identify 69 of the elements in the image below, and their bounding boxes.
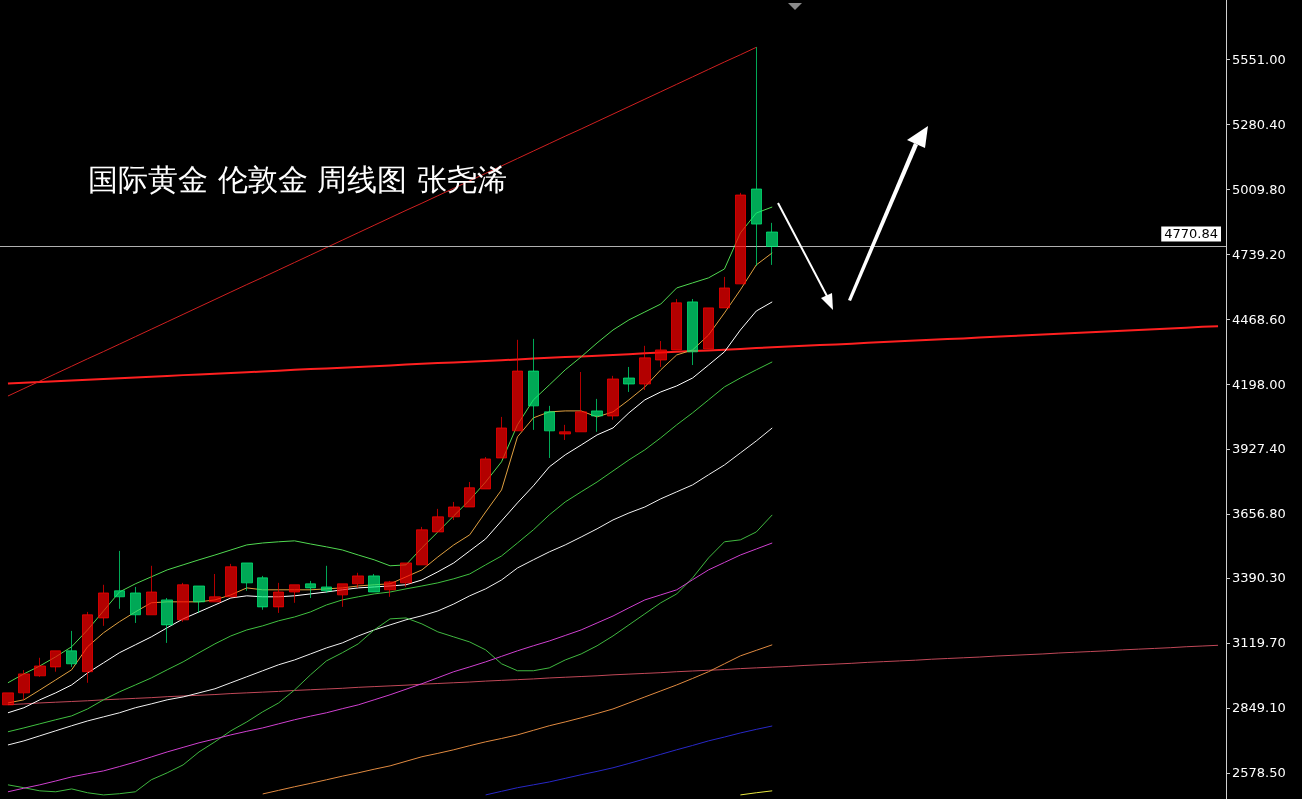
candlestick [161, 597, 173, 644]
candlestick [146, 565, 157, 616]
candlestick [575, 371, 587, 433]
candlestick [687, 298, 698, 366]
candlestick [225, 563, 237, 598]
candlestick [735, 192, 746, 285]
candlestick [50, 650, 61, 673]
candlestick [130, 586, 141, 624]
y-tick-label: 3390.30 [1232, 570, 1286, 586]
y-tick-label: 4468.60 [1232, 311, 1286, 327]
y-tick-label: 4198.00 [1232, 376, 1286, 392]
candlestick [34, 657, 46, 678]
line-series [485, 725, 773, 796]
candlestick [671, 298, 682, 351]
candlestick [257, 575, 268, 611]
y-tick-label: 3656.80 [1232, 506, 1286, 522]
candlestick [766, 222, 778, 266]
candlestick [464, 481, 475, 508]
candlestick [114, 550, 125, 610]
y-tick-label: 2578.50 [1232, 765, 1286, 781]
candlestick [289, 584, 300, 604]
candlestick [2, 692, 14, 706]
candlestick [703, 307, 714, 350]
line-series [7, 46, 757, 397]
y-tick-label: 5551.00 [1232, 51, 1286, 67]
candlestick [591, 398, 603, 433]
candlestick [98, 584, 109, 627]
candlestick [18, 669, 30, 701]
candlestick [305, 580, 316, 599]
candlestick [719, 276, 730, 309]
candlestick [559, 424, 571, 441]
line-series [7, 427, 773, 746]
candlestick [209, 573, 221, 603]
y-tick-label: 5280.40 [1232, 116, 1286, 132]
candlestick [177, 582, 189, 623]
candlestick [416, 526, 428, 566]
candlestick [321, 565, 332, 594]
line-series [6, 325, 1220, 385]
candlestick [241, 562, 253, 592]
text: 国际黄金 伦敦金 周线图 张尧浠 [88, 161, 507, 197]
line-series [262, 644, 773, 795]
candlestick [448, 501, 460, 521]
candlestick [273, 582, 284, 614]
candlestick [368, 573, 380, 593]
candlestick [352, 572, 364, 589]
candlestick [66, 630, 77, 668]
y-tick-label: 3927.40 [1232, 441, 1286, 457]
ref-line-label: 4770.84 [1164, 226, 1218, 242]
y-tick-label: 4739.20 [1232, 246, 1286, 262]
y-tick-label: 3119.70 [1232, 635, 1286, 651]
candlestick [496, 416, 507, 459]
candlestick [655, 340, 667, 368]
candlestick [82, 611, 93, 684]
candlestick [751, 46, 762, 267]
candlestick [623, 366, 635, 393]
y-tick-label: 5009.80 [1232, 181, 1286, 197]
candlestick [512, 339, 523, 432]
candlestick [639, 345, 651, 391]
candlestick [400, 562, 412, 588]
candlestick [193, 585, 205, 614]
candlestick [337, 583, 348, 608]
candlestick [528, 338, 539, 431]
candlestick [544, 405, 555, 459]
line-series [7, 361, 773, 733]
y-tick-label: 2849.10 [1232, 700, 1286, 716]
candlestick [480, 456, 491, 490]
candlestick [607, 375, 619, 421]
candlestick [432, 508, 444, 533]
candlestick [384, 580, 396, 598]
